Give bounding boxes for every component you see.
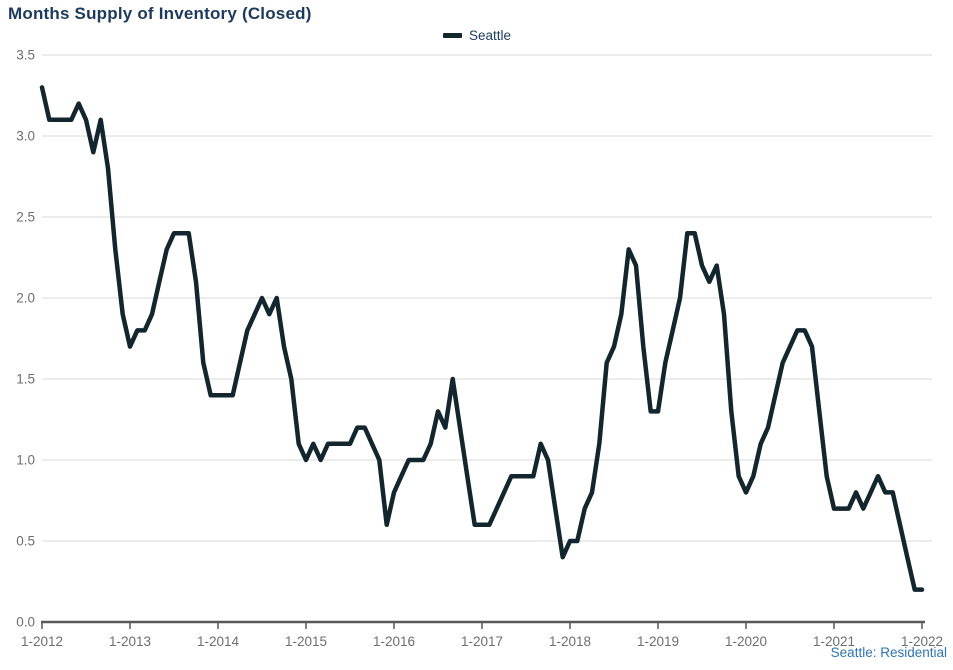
chart-title: Months Supply of Inventory (Closed) xyxy=(8,4,312,23)
x-axis-tick-label: 1-2021 xyxy=(813,634,855,649)
series-line-seattle xyxy=(39,85,925,592)
x-axis-tick-label: 1-2022 xyxy=(901,634,943,649)
y-axis-tick-label: 2.5 xyxy=(16,210,35,225)
x-axis-tick-label: 1-2013 xyxy=(109,634,151,649)
x-axis-tick-label: 1-2018 xyxy=(549,634,591,649)
legend-label: Seattle xyxy=(469,28,512,43)
x-axis-tick-label: 1-2019 xyxy=(637,634,679,649)
y-axis-tick-label: 2.0 xyxy=(16,291,35,306)
x-axis-tick-label: 1-2016 xyxy=(373,634,415,649)
y-axis-tick-label: 0.0 xyxy=(16,615,35,630)
y-axis-tick-label: 3.5 xyxy=(16,48,35,63)
x-axis-tick-label: 1-2012 xyxy=(21,634,63,649)
source-link[interactable]: Seattle: Residential xyxy=(830,645,947,660)
y-axis-tick-label: 1.0 xyxy=(16,453,35,468)
x-axis-tick-label: 1-2017 xyxy=(461,634,503,649)
x-axis-tick-label: 1-2015 xyxy=(285,634,327,649)
y-axis-tick-label: 3.0 xyxy=(16,129,35,144)
legend-line-swatch-icon xyxy=(443,33,462,38)
x-axis-tick-label: 1-2020 xyxy=(725,634,767,649)
y-axis-tick-label: 0.5 xyxy=(16,534,35,549)
x-axis-tick-label: 1-2014 xyxy=(197,634,240,649)
y-axis-tick-label: 1.5 xyxy=(16,372,35,387)
legend-item-seattle[interactable]: Seattle xyxy=(443,28,511,43)
